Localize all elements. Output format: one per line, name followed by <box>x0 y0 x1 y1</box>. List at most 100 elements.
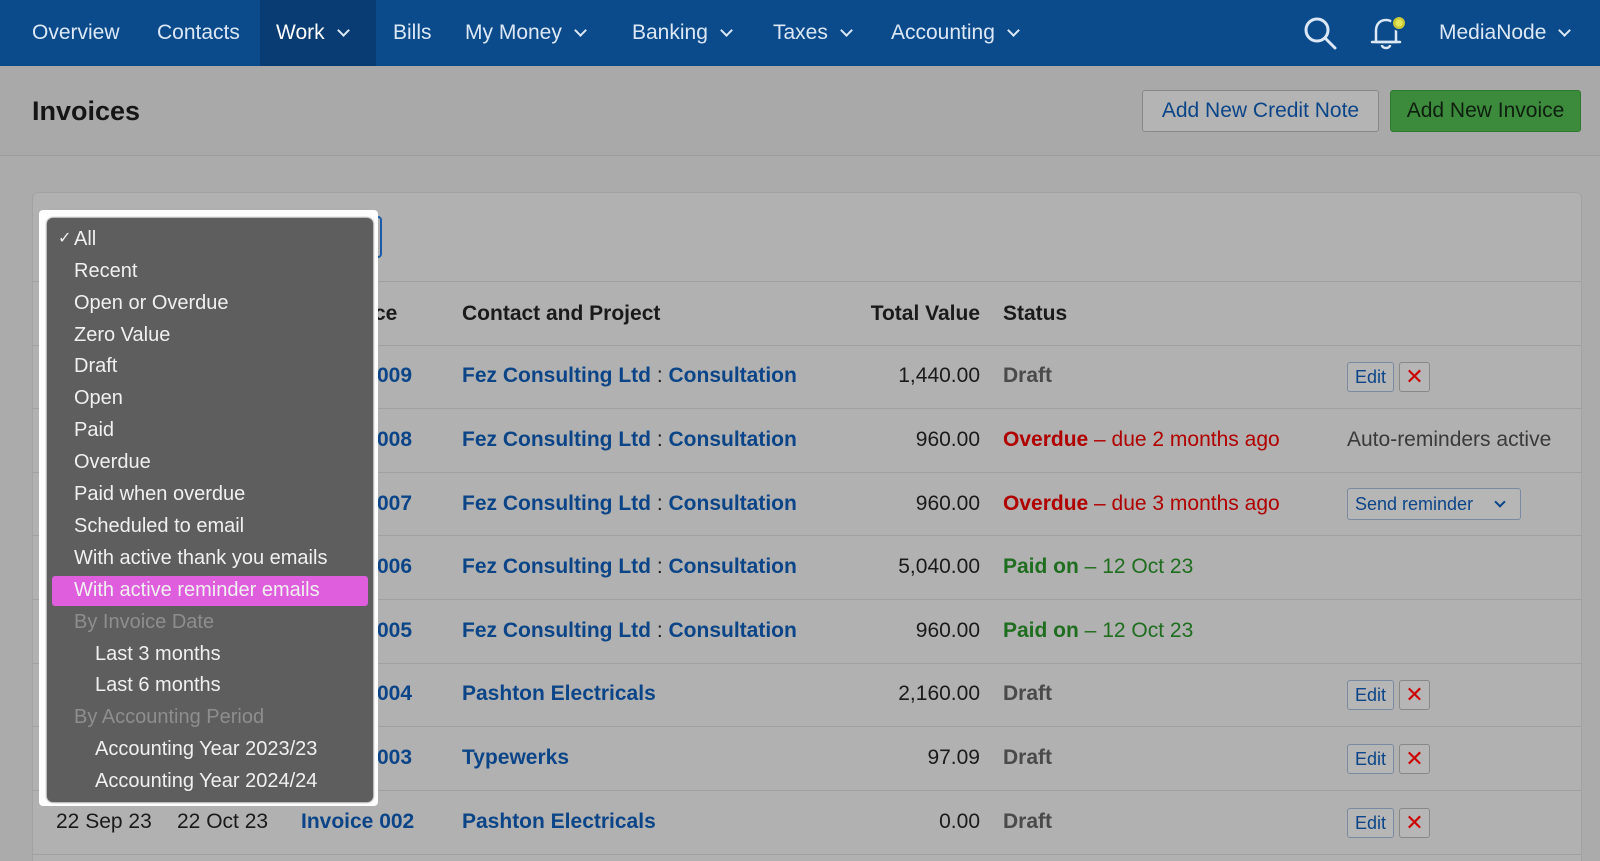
client-link[interactable]: Typewerks <box>462 746 569 769</box>
contact-project: Fez Consulting Ltd : Consultation <box>462 428 797 452</box>
filter-option-last-3-months[interactable]: Last 3 months <box>95 643 221 665</box>
column-header-status[interactable]: Status <box>1003 302 1068 325</box>
divider <box>32 854 1582 855</box>
divider <box>32 535 1582 536</box>
separator: : <box>650 619 669 642</box>
filter-option-reminder-emails[interactable]: With active reminder emails <box>74 579 320 601</box>
separator: : <box>650 555 669 578</box>
invoice-date: 22 Sep 23 <box>56 810 152 833</box>
delete-icon[interactable]: ✕ <box>1399 808 1430 838</box>
chevron-down-icon <box>1494 496 1506 508</box>
filter-option-all[interactable]: All <box>74 228 97 250</box>
filter-option-draft[interactable]: Draft <box>74 355 118 377</box>
client-link[interactable]: Fez Consulting Ltd <box>462 428 651 451</box>
chevron-down-icon <box>1558 24 1572 37</box>
search-icon[interactable] <box>1302 15 1338 51</box>
account-menu[interactable]: MediaNode <box>1439 0 1572 66</box>
divider <box>32 663 1582 664</box>
add-credit-note-button[interactable]: Add New Credit Note <box>1142 90 1379 132</box>
client-link[interactable]: Fez Consulting Ltd <box>462 619 651 642</box>
nav-work[interactable]: Work <box>260 0 376 66</box>
nav-overview-label: Overview <box>32 21 120 44</box>
filter-option-open[interactable]: Open <box>74 387 123 409</box>
client-link[interactable]: Pashton Electricals <box>462 682 656 705</box>
invoice-link[interactable]: 005 <box>377 619 413 642</box>
nav-taxes[interactable]: Taxes <box>773 0 853 66</box>
nav-banking[interactable]: Banking <box>632 0 733 66</box>
filter-group-invoice-date: By Invoice Date <box>74 611 215 633</box>
filter-option-overdue[interactable]: Overdue <box>74 451 151 473</box>
project-link[interactable]: Consultation <box>668 555 797 578</box>
invoice-link[interactable]: 007 <box>377 492 413 515</box>
client-link[interactable]: Fez Consulting Ltd <box>462 555 651 578</box>
invoice-link[interactable]: 006 <box>377 555 413 578</box>
divider <box>32 472 1582 473</box>
auto-reminders-status: Auto-reminders active <box>1347 428 1552 451</box>
nav-bills[interactable]: Bills <box>393 0 432 66</box>
chevron-down-icon <box>336 24 350 37</box>
invoice-link[interactable]: 008 <box>377 428 413 451</box>
client-link[interactable]: Pashton Electricals <box>462 810 656 833</box>
total-value: 0.00 <box>939 810 980 833</box>
status-badge: Draft <box>1003 364 1053 387</box>
total-value: 2,160.00 <box>898 682 980 705</box>
status-detail: – 12 Oct 23 <box>1078 555 1194 578</box>
page-title: Invoices <box>32 96 141 126</box>
column-header-invoice[interactable]: ce <box>374 302 398 325</box>
chevron-down-icon <box>839 24 853 37</box>
divider <box>32 599 1582 600</box>
status-badge: Overdue – due 2 months ago <box>1003 428 1280 452</box>
nav-overview[interactable]: Overview <box>32 0 120 66</box>
edit-button[interactable]: Edit <box>1347 362 1394 392</box>
filter-option-open-or-overdue[interactable]: Open or Overdue <box>74 292 229 314</box>
contact-project: Fez Consulting Ltd : Consultation <box>462 492 797 516</box>
divider <box>32 726 1582 727</box>
edit-button[interactable]: Edit <box>1347 680 1394 710</box>
invoice-link[interactable]: 009 <box>377 364 413 387</box>
filter-dropdown <box>47 218 373 802</box>
status-badge: Draft <box>1003 682 1053 705</box>
separator: : <box>650 364 669 387</box>
nav-my-money[interactable]: My Money <box>465 0 587 66</box>
project-link[interactable]: Consultation <box>668 619 797 642</box>
filter-option-last-6-months[interactable]: Last 6 months <box>95 674 221 696</box>
filter-option-paid[interactable]: Paid <box>74 419 115 441</box>
send-reminder-button[interactable]: Send reminder <box>1347 488 1521 520</box>
filter-option-recent[interactable]: Recent <box>74 260 138 282</box>
total-value: 960.00 <box>915 619 980 642</box>
total-value: 5,040.00 <box>898 555 980 578</box>
invoice-link[interactable]: 003 <box>377 746 413 769</box>
project-link[interactable]: Consultation <box>668 428 797 451</box>
filter-option-paid-when-overdue[interactable]: Paid when overdue <box>74 483 246 505</box>
nav-contacts[interactable]: Contacts <box>157 0 240 66</box>
filter-option-zero-value[interactable]: Zero Value <box>74 324 171 346</box>
filter-option-accounting-year-2024[interactable]: Accounting Year 2024/24 <box>95 770 318 792</box>
total-value: 960.00 <box>915 428 980 451</box>
filter-option-scheduled-to-email[interactable]: Scheduled to email <box>74 515 245 537</box>
filter-option-accounting-year-2023[interactable]: Accounting Year 2023/23 <box>95 738 318 760</box>
contact-project: Fez Consulting Ltd : Consultation <box>462 364 797 388</box>
project-link[interactable]: Consultation <box>668 492 797 515</box>
invoice-link[interactable]: Invoice 002 <box>301 810 415 833</box>
status-label: Paid on <box>1003 619 1079 642</box>
nav-bills-label: Bills <box>393 21 432 44</box>
nav-taxes-label: Taxes <box>773 21 828 44</box>
delete-icon[interactable]: ✕ <box>1399 744 1430 774</box>
client-link[interactable]: Fez Consulting Ltd <box>462 492 651 515</box>
add-invoice-button[interactable]: Add New Invoice <box>1390 90 1581 132</box>
project-link[interactable]: Consultation <box>668 364 797 387</box>
edit-button[interactable]: Edit <box>1347 744 1394 774</box>
invoice-link[interactable]: 004 <box>377 682 413 705</box>
column-header-total[interactable]: Total Value <box>870 302 980 325</box>
notification-bell-icon[interactable] <box>1368 15 1410 51</box>
delete-icon[interactable]: ✕ <box>1399 362 1430 392</box>
status-detail: – due 2 months ago <box>1088 428 1280 451</box>
contact-project: Fez Consulting Ltd : Consultation <box>462 619 797 643</box>
client-link[interactable]: Fez Consulting Ltd <box>462 364 651 387</box>
status-badge: Draft <box>1003 746 1053 769</box>
edit-button[interactable]: Edit <box>1347 808 1394 838</box>
nav-accounting[interactable]: Accounting <box>891 0 1020 66</box>
column-header-contact[interactable]: Contact and Project <box>462 302 661 325</box>
delete-icon[interactable]: ✕ <box>1399 680 1430 710</box>
filter-option-thank-you-emails[interactable]: With active thank you emails <box>74 547 328 569</box>
